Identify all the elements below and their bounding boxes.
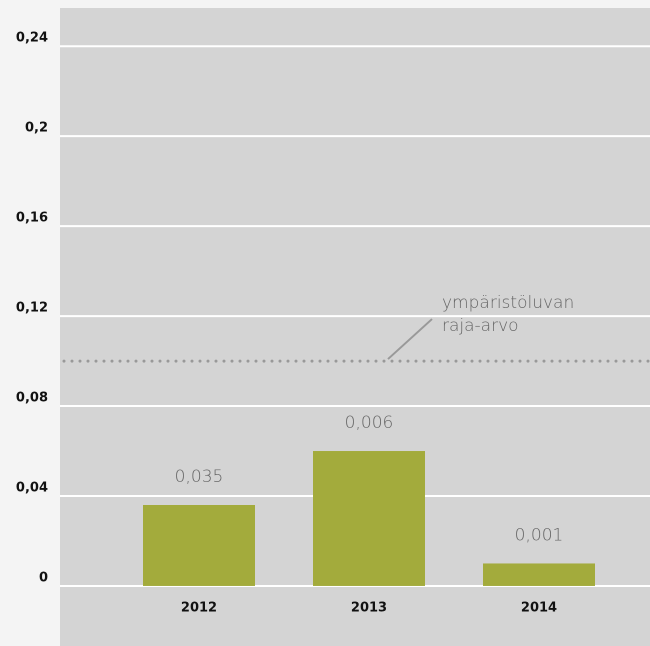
data-label: 0,001 — [515, 525, 564, 545]
data-label: 0,035 — [175, 467, 224, 487]
bar — [483, 563, 595, 586]
x-tick-label: 2014 — [521, 600, 557, 615]
x-tick-label: 2013 — [351, 600, 387, 615]
y-tick-label: 0,12 — [16, 301, 48, 316]
threshold-label: ympäristöluvan — [442, 293, 574, 313]
y-tick-label: 0,24 — [16, 31, 48, 46]
x-tick-label: 2012 — [181, 600, 217, 615]
bar — [313, 451, 425, 586]
y-tick-label: 0,08 — [16, 391, 48, 406]
y-tick-label: 0 — [39, 570, 48, 585]
y-tick-label: 0,04 — [16, 481, 48, 496]
data-label: 0,006 — [345, 413, 394, 433]
bar — [143, 504, 255, 586]
y-tick-label: 0,2 — [25, 121, 48, 136]
y-tick-label: 0,16 — [16, 211, 48, 226]
leader-line — [387, 318, 433, 360]
threshold-label: raja-arvo — [442, 316, 519, 336]
